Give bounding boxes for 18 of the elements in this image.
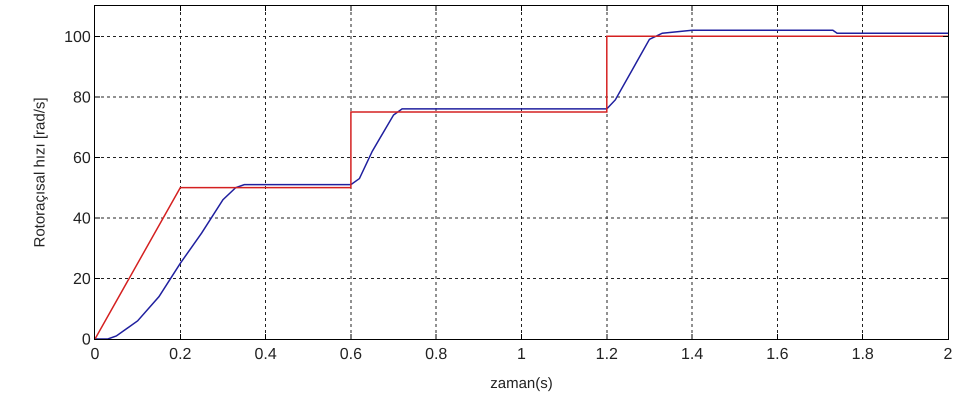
x-tick-label: 0.4 [254, 346, 277, 364]
x-tick-label: 1 [517, 346, 526, 364]
x-tick-label: 1.8 [852, 346, 874, 364]
y-tick-label: 20 [73, 271, 91, 288]
y-tick-label: 40 [73, 210, 91, 228]
x-tick-label: 1.4 [680, 346, 704, 364]
y-tick-label: 100 [64, 28, 91, 46]
y-tick-label: 0 [82, 332, 91, 349]
y-tick-label: 80 [73, 89, 91, 106]
x-tick-label: 0.6 [340, 346, 362, 364]
x-tick-label: 0.2 [169, 346, 192, 364]
x-axis-title: zaman(s) [490, 375, 553, 392]
y-axis-title: Rotoraçısal hızı [rad/s] [31, 97, 48, 248]
y-tick-label: 60 [73, 150, 91, 167]
x-tick-label: 1.6 [766, 346, 789, 364]
x-tick-label: 2 [944, 346, 953, 364]
x-tick-label: 1.2 [596, 346, 618, 364]
x-tick-label: 0.8 [425, 346, 448, 364]
